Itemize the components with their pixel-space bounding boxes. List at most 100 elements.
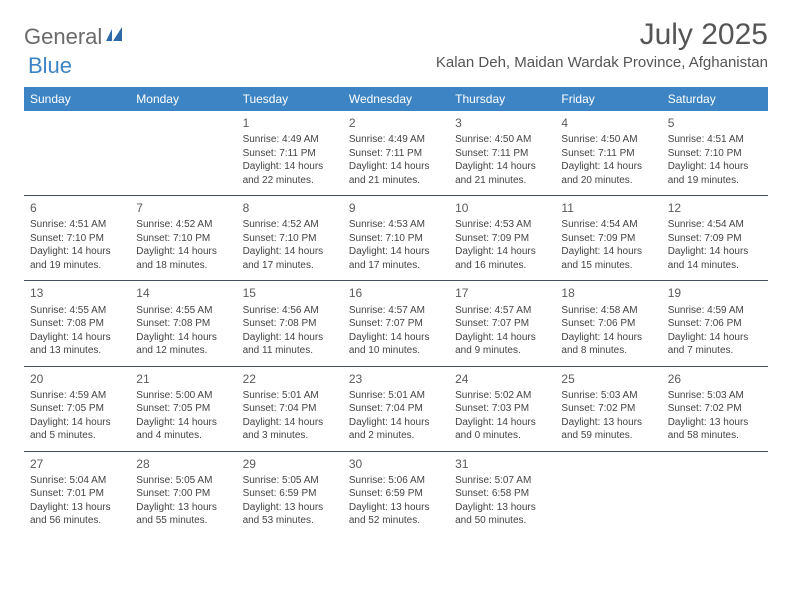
sunrise-line: Sunrise: 4:53 AM <box>455 218 549 232</box>
sunset-line: Sunset: 7:10 PM <box>668 147 762 161</box>
daylight-line: Daylight: 14 hours and 22 minutes. <box>243 160 337 187</box>
daylight-line: Daylight: 14 hours and 3 minutes. <box>243 416 337 443</box>
daylight-line: Daylight: 14 hours and 11 minutes. <box>243 331 337 358</box>
daylight-line: Daylight: 14 hours and 14 minutes. <box>668 245 762 272</box>
day-number: 15 <box>243 285 337 301</box>
calendar-day-cell: 23 Sunrise: 5:01 AMSunset: 7:04 PMDayligh… <box>343 366 449 451</box>
daylight-line: Daylight: 14 hours and 12 minutes. <box>136 331 230 358</box>
calendar-day-cell: 30Sunrise: 5:06 AMSunset: 6:59 PMDayligh… <box>343 451 449 536</box>
calendar-week-row: 6Sunrise: 4:51 AMSunset: 7:10 PMDaylight… <box>24 196 768 281</box>
calendar-day-cell: 4Sunrise: 4:50 AMSunset: 7:11 PMDaylight… <box>555 111 661 196</box>
day-number: 3 <box>455 115 549 131</box>
sunrise-line: Sunrise: 4:50 AM <box>455 133 549 147</box>
sunset-line: Sunset: 7:08 PM <box>243 317 337 331</box>
daylight-line: Daylight: 14 hours and 0 minutes. <box>455 416 549 443</box>
sunrise-line: Sunrise: 4:53 AM <box>349 218 443 232</box>
daylight-line: Daylight: 14 hours and 19 minutes. <box>30 245 124 272</box>
sunrise-line: Sunrise: 4:51 AM <box>30 218 124 232</box>
calendar-day-cell: 14Sunrise: 4:55 AMSunset: 7:08 PMDayligh… <box>130 281 236 366</box>
calendar-day-cell: 13Sunrise: 4:55 AMSunset: 7:08 PMDayligh… <box>24 281 130 366</box>
day-number: 13 <box>30 285 124 301</box>
calendar-table: Sunday Monday Tuesday Wednesday Thursday… <box>24 87 768 536</box>
sunset-line: Sunset: 6:59 PM <box>349 487 443 501</box>
brand-logo: General <box>24 24 130 50</box>
day-number: 5 <box>668 115 762 131</box>
calendar-day-cell: 1 Sunrise: 4:49 AMSunset: 7:11 PMDaylight… <box>237 111 343 196</box>
sunset-line: Sunset: 7:02 PM <box>668 402 762 416</box>
calendar-day-cell: 8Sunrise: 4:52 AMSunset: 7:10 PMDaylight… <box>237 196 343 281</box>
daylight-line: Daylight: 14 hours and 5 minutes. <box>30 416 124 443</box>
sunrise-line: Sunrise: 5:05 AM <box>136 474 230 488</box>
day-number: 2 <box>349 115 443 131</box>
daylight-line: Daylight: 13 hours and 56 minutes. <box>30 501 124 528</box>
day-number: 11 <box>561 200 655 216</box>
day-header: Sunday <box>24 87 130 111</box>
sunset-line: Sunset: 7:03 PM <box>455 402 549 416</box>
sunset-line: Sunset: 7:09 PM <box>561 232 655 246</box>
calendar-day-cell: 11Sunrise: 4:54 AMSunset: 7:09 PMDayligh… <box>555 196 661 281</box>
calendar-day-cell <box>662 451 768 536</box>
sunset-line: Sunset: 7:10 PM <box>30 232 124 246</box>
sunrise-line: Sunrise: 4:59 AM <box>30 389 124 403</box>
daylight-line: Daylight: 13 hours and 52 minutes. <box>349 501 443 528</box>
daylight-line: Daylight: 13 hours and 55 minutes. <box>136 501 230 528</box>
sunset-line: Sunset: 7:11 PM <box>349 147 443 161</box>
calendar-day-cell: 9Sunrise: 4:53 AMSunset: 7:10 PMDaylight… <box>343 196 449 281</box>
calendar-day-cell: 25Sunrise: 5:03 AMSunset: 7:02 PMDayligh… <box>555 366 661 451</box>
daylight-line: Daylight: 14 hours and 19 minutes. <box>668 160 762 187</box>
flag-icon <box>106 27 128 48</box>
daylight-line: Daylight: 13 hours and 59 minutes. <box>561 416 655 443</box>
sunrise-line: Sunrise: 5:03 AM <box>668 389 762 403</box>
day-number: 31 <box>455 456 549 472</box>
day-header: Saturday <box>662 87 768 111</box>
sunset-line: Sunset: 7:08 PM <box>136 317 230 331</box>
calendar-day-cell: 6 Sunrise: 4:51 AMSunset: 7:10 PMDaylight… <box>24 196 130 281</box>
sunset-line: Sunset: 6:58 PM <box>455 487 549 501</box>
calendar-day-cell: 31Sunrise: 5:07 AMSunset: 6:58 PMDayligh… <box>449 451 555 536</box>
sunrise-line: Sunrise: 5:01 AM <box>349 389 443 403</box>
calendar-day-cell: 29Sunrise: 5:05 AMSunset: 6:59 PMDayligh… <box>237 451 343 536</box>
day-number: 20 <box>30 371 124 387</box>
day-number: 4 <box>561 115 655 131</box>
daylight-line: Daylight: 14 hours and 2 minutes. <box>349 416 443 443</box>
calendar-day-cell: 27Sunrise: 5:04 AMSunset: 7:01 PMDayligh… <box>24 451 130 536</box>
day-number: 6 <box>30 200 124 216</box>
calendar-day-cell: 20Sunrise: 4:59 AMSunset: 7:05 PMDayligh… <box>24 366 130 451</box>
calendar-day-cell: 24Sunrise: 5:02 AMSunset: 7:03 PMDayligh… <box>449 366 555 451</box>
brand-text-1: General <box>24 24 102 50</box>
day-number: 1 <box>243 115 337 131</box>
calendar-day-cell: 28Sunrise: 5:05 AMSunset: 7:00 PMDayligh… <box>130 451 236 536</box>
calendar-week-row: 1Sunrise: 4:49 AMSunset: 7:11 PMDaylight… <box>24 111 768 196</box>
calendar-body: 1Sunrise: 4:49 AMSunset: 7:11 PMDaylight… <box>24 111 768 536</box>
calendar-day-cell: 22 Sunrise: 5:01 AMSunset: 7:04 PMDayligh… <box>237 366 343 451</box>
sunrise-line: Sunrise: 4:49 AM <box>349 133 443 147</box>
day-number: 23 <box>349 371 443 387</box>
day-number: 12 <box>668 200 762 216</box>
sunrise-line: Sunrise: 4:59 AM <box>668 304 762 318</box>
calendar-day-cell: 7Sunrise: 4:52 AMSunset: 7:10 PMDaylight… <box>130 196 236 281</box>
location-text: Kalan Deh, Maidan Wardak Province, Afgha… <box>436 54 768 71</box>
sunrise-line: Sunrise: 5:05 AM <box>243 474 337 488</box>
calendar-day-cell <box>130 111 236 196</box>
calendar-day-cell: 3Sunrise: 4:50 AMSunset: 7:11 PMDaylight… <box>449 111 555 196</box>
day-number: 22 <box>243 371 337 387</box>
calendar-week-row: 27Sunrise: 5:04 AMSunset: 7:01 PMDayligh… <box>24 451 768 536</box>
sunset-line: Sunset: 7:05 PM <box>136 402 230 416</box>
sunset-line: Sunset: 7:11 PM <box>243 147 337 161</box>
calendar-day-cell: 2Sunrise: 4:49 AMSunset: 7:11 PMDaylight… <box>343 111 449 196</box>
sunrise-line: Sunrise: 4:52 AM <box>243 218 337 232</box>
daylight-line: Daylight: 14 hours and 9 minutes. <box>455 331 549 358</box>
sunset-line: Sunset: 7:04 PM <box>243 402 337 416</box>
sunrise-line: Sunrise: 4:49 AM <box>243 133 337 147</box>
day-header: Thursday <box>449 87 555 111</box>
sunrise-line: Sunrise: 5:04 AM <box>30 474 124 488</box>
day-number: 18 <box>561 285 655 301</box>
daylight-line: Daylight: 14 hours and 7 minutes. <box>668 331 762 358</box>
day-header: Friday <box>555 87 661 111</box>
daylight-line: Daylight: 14 hours and 21 minutes. <box>455 160 549 187</box>
sunrise-line: Sunrise: 4:58 AM <box>561 304 655 318</box>
sunset-line: Sunset: 7:04 PM <box>349 402 443 416</box>
day-number: 26 <box>668 371 762 387</box>
sunrise-line: Sunrise: 5:01 AM <box>243 389 337 403</box>
daylight-line: Daylight: 14 hours and 8 minutes. <box>561 331 655 358</box>
